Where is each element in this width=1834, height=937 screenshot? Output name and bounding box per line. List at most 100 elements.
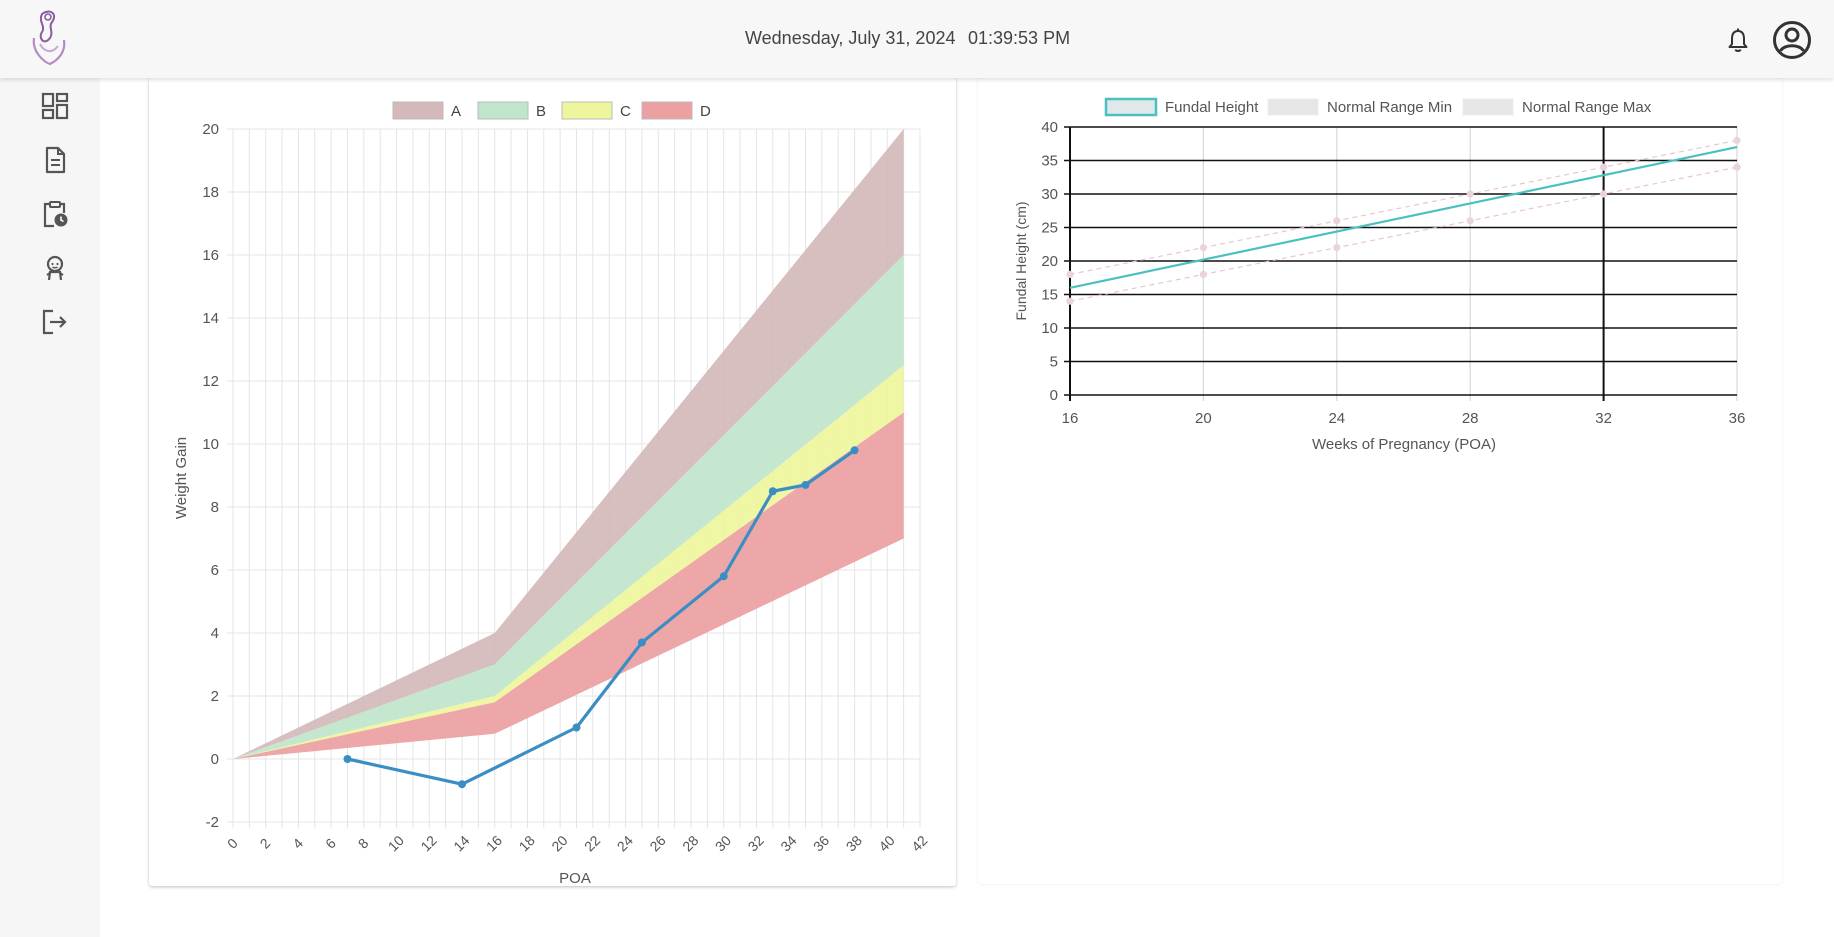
- weight-gain-point: [572, 723, 581, 732]
- x-tick-label: 20: [1195, 410, 1212, 427]
- weight-gain-point: [637, 638, 646, 647]
- clipboard-clock-icon[interactable]: [41, 200, 69, 228]
- y-tick-label: 25: [1041, 220, 1058, 237]
- fundal-height-line: [1069, 146, 1738, 289]
- normal-range-min-point: [1600, 190, 1608, 198]
- legend-label-c: C: [620, 103, 631, 120]
- y-tick-label: 4: [211, 625, 219, 642]
- bell-icon[interactable]: [1726, 28, 1750, 54]
- x-tick-label: 4: [289, 835, 306, 852]
- y-tick-label: 12: [202, 373, 219, 390]
- y-tick-label: 5: [1050, 354, 1058, 371]
- legend-swatch-a: [392, 101, 444, 120]
- band-d: [233, 412, 904, 759]
- x-tick-label: 26: [646, 832, 668, 854]
- x-tick-label: 6: [322, 835, 339, 852]
- legend-swatch-d: [641, 101, 693, 120]
- x-tick-label: 34: [777, 832, 799, 854]
- normal-range-max-point: [1733, 136, 1741, 144]
- y-tick-label: 18: [202, 184, 219, 201]
- y-tick-label: -2: [206, 814, 219, 831]
- legend-label-a: A: [451, 103, 461, 120]
- logout-icon[interactable]: [41, 308, 69, 336]
- x-tick-label: 8: [355, 835, 372, 852]
- x-axis-title: Weeks of Pregnancy (POA): [1312, 436, 1496, 453]
- x-tick-label: 14: [450, 832, 472, 854]
- x-tick-label: 12: [417, 832, 439, 854]
- y-axis-title: Weight Gain: [173, 437, 190, 519]
- legend-label-d: D: [700, 103, 711, 120]
- current-time: 01:39:53 PM: [968, 28, 1071, 48]
- normal-range-min-point: [1199, 270, 1207, 278]
- y-tick-label: 35: [1041, 153, 1058, 170]
- normal-range-min-point: [1733, 163, 1741, 171]
- x-axis-title: POA: [559, 870, 591, 886]
- y-tick-label: 20: [202, 121, 219, 138]
- y-tick-label: 8: [211, 499, 219, 516]
- y-tick-label: 0: [211, 751, 219, 768]
- normal-range-max-point: [1199, 244, 1207, 252]
- current-date: Wednesday, July 31, 2024: [745, 28, 956, 48]
- x-tick-label: 18: [516, 832, 538, 854]
- normal-range-max-point: [1466, 190, 1474, 198]
- x-tick-label: 10: [385, 832, 407, 854]
- x-tick-label: 22: [581, 832, 603, 854]
- user-circle-icon[interactable]: [1772, 20, 1812, 60]
- legend-label-fundal-height: Fundal Height: [1165, 99, 1259, 116]
- x-tick-label: 16: [483, 832, 505, 854]
- y-tick-label: 15: [1041, 287, 1058, 304]
- y-tick-label: 6: [211, 562, 219, 579]
- y-tick-label: 20: [1041, 253, 1058, 270]
- legend-label-normal-range-min: Normal Range Min: [1327, 99, 1452, 116]
- legend-swatch-c: [561, 101, 613, 120]
- x-tick-label: 28: [679, 832, 701, 854]
- y-tick-label: 14: [202, 310, 219, 327]
- x-tick-label: 24: [1328, 410, 1345, 427]
- weight-gain-line: [347, 448, 856, 786]
- x-tick-label: 32: [745, 832, 767, 854]
- normal-range-max-point: [1600, 163, 1608, 171]
- normal-range-max-point: [1333, 217, 1341, 225]
- y-axis-title: Fundal Height (cm): [1013, 201, 1029, 320]
- x-tick-label: 0: [224, 835, 241, 852]
- weight-gain-point: [458, 780, 466, 789]
- sidebar: [0, 78, 100, 937]
- legend-swatch-normal-range-min: [1267, 98, 1319, 116]
- legend-swatch-normal-range-max: [1462, 98, 1514, 116]
- weight-gain-chart-card: -2 0 2 4 6 8 10 12 14 16 18 20 0 2 4 6 8 10 12 14 16 18 20 22 24…: [149, 78, 956, 887]
- y-tick-label: 2: [211, 688, 219, 705]
- legend-swatch-fundal-height: [1104, 97, 1158, 117]
- normal-range-min-point: [1066, 297, 1074, 305]
- normal-range-min-point: [1466, 217, 1474, 225]
- x-tick-label: 40: [875, 832, 897, 854]
- baby-icon[interactable]: [41, 254, 69, 282]
- normal-range-min-line: [1069, 166, 1738, 302]
- x-tick-label: 36: [810, 832, 832, 854]
- x-tick-label: 36: [1729, 410, 1746, 427]
- y-tick-label: 10: [1041, 320, 1058, 337]
- y-tick-label: 30: [1041, 186, 1058, 203]
- dashboard-icon[interactable]: [41, 92, 69, 120]
- legend-label-b: B: [536, 103, 546, 120]
- main-content: -2 0 2 4 6 8 10 12 14 16 18 20 0 2 4 6 8 10 12 14 16 18 20 22 24…: [100, 78, 1834, 937]
- document-icon[interactable]: [41, 146, 69, 174]
- y-tick-label: 10: [202, 436, 219, 453]
- legend-swatch-b: [477, 101, 529, 120]
- mother-baby-logo-icon[interactable]: [28, 8, 70, 66]
- weight-gain-point: [719, 572, 728, 581]
- x-tick-label: 16: [1062, 410, 1079, 427]
- x-tick-label: 32: [1595, 410, 1612, 427]
- legend-label-normal-range-max: Normal Range Max: [1522, 99, 1652, 116]
- y-tick-label: 40: [1041, 119, 1058, 136]
- top-bar: Wednesday, July 31, 2024 01:39:53 PM: [0, 0, 1834, 78]
- fundal-height-chart: 0 5 10 15 20 25 30 35 40 16 20 24 28 32 36 Weeks of Pre…: [1013, 97, 1746, 453]
- x-tick-label: 2: [257, 835, 274, 852]
- weight-gain-point: [343, 755, 352, 763]
- normal-range-max-point: [1066, 270, 1074, 278]
- x-tick-label: 24: [614, 832, 636, 854]
- x-tick-label: 28: [1462, 410, 1479, 427]
- x-tick-label: 42: [908, 832, 930, 854]
- fundal-height-chart-card: 0 5 10 15 20 25 30 35 40 16 20 24 28 32 36 Weeks of Pre…: [978, 78, 1782, 884]
- weight-gain-point: [850, 446, 859, 455]
